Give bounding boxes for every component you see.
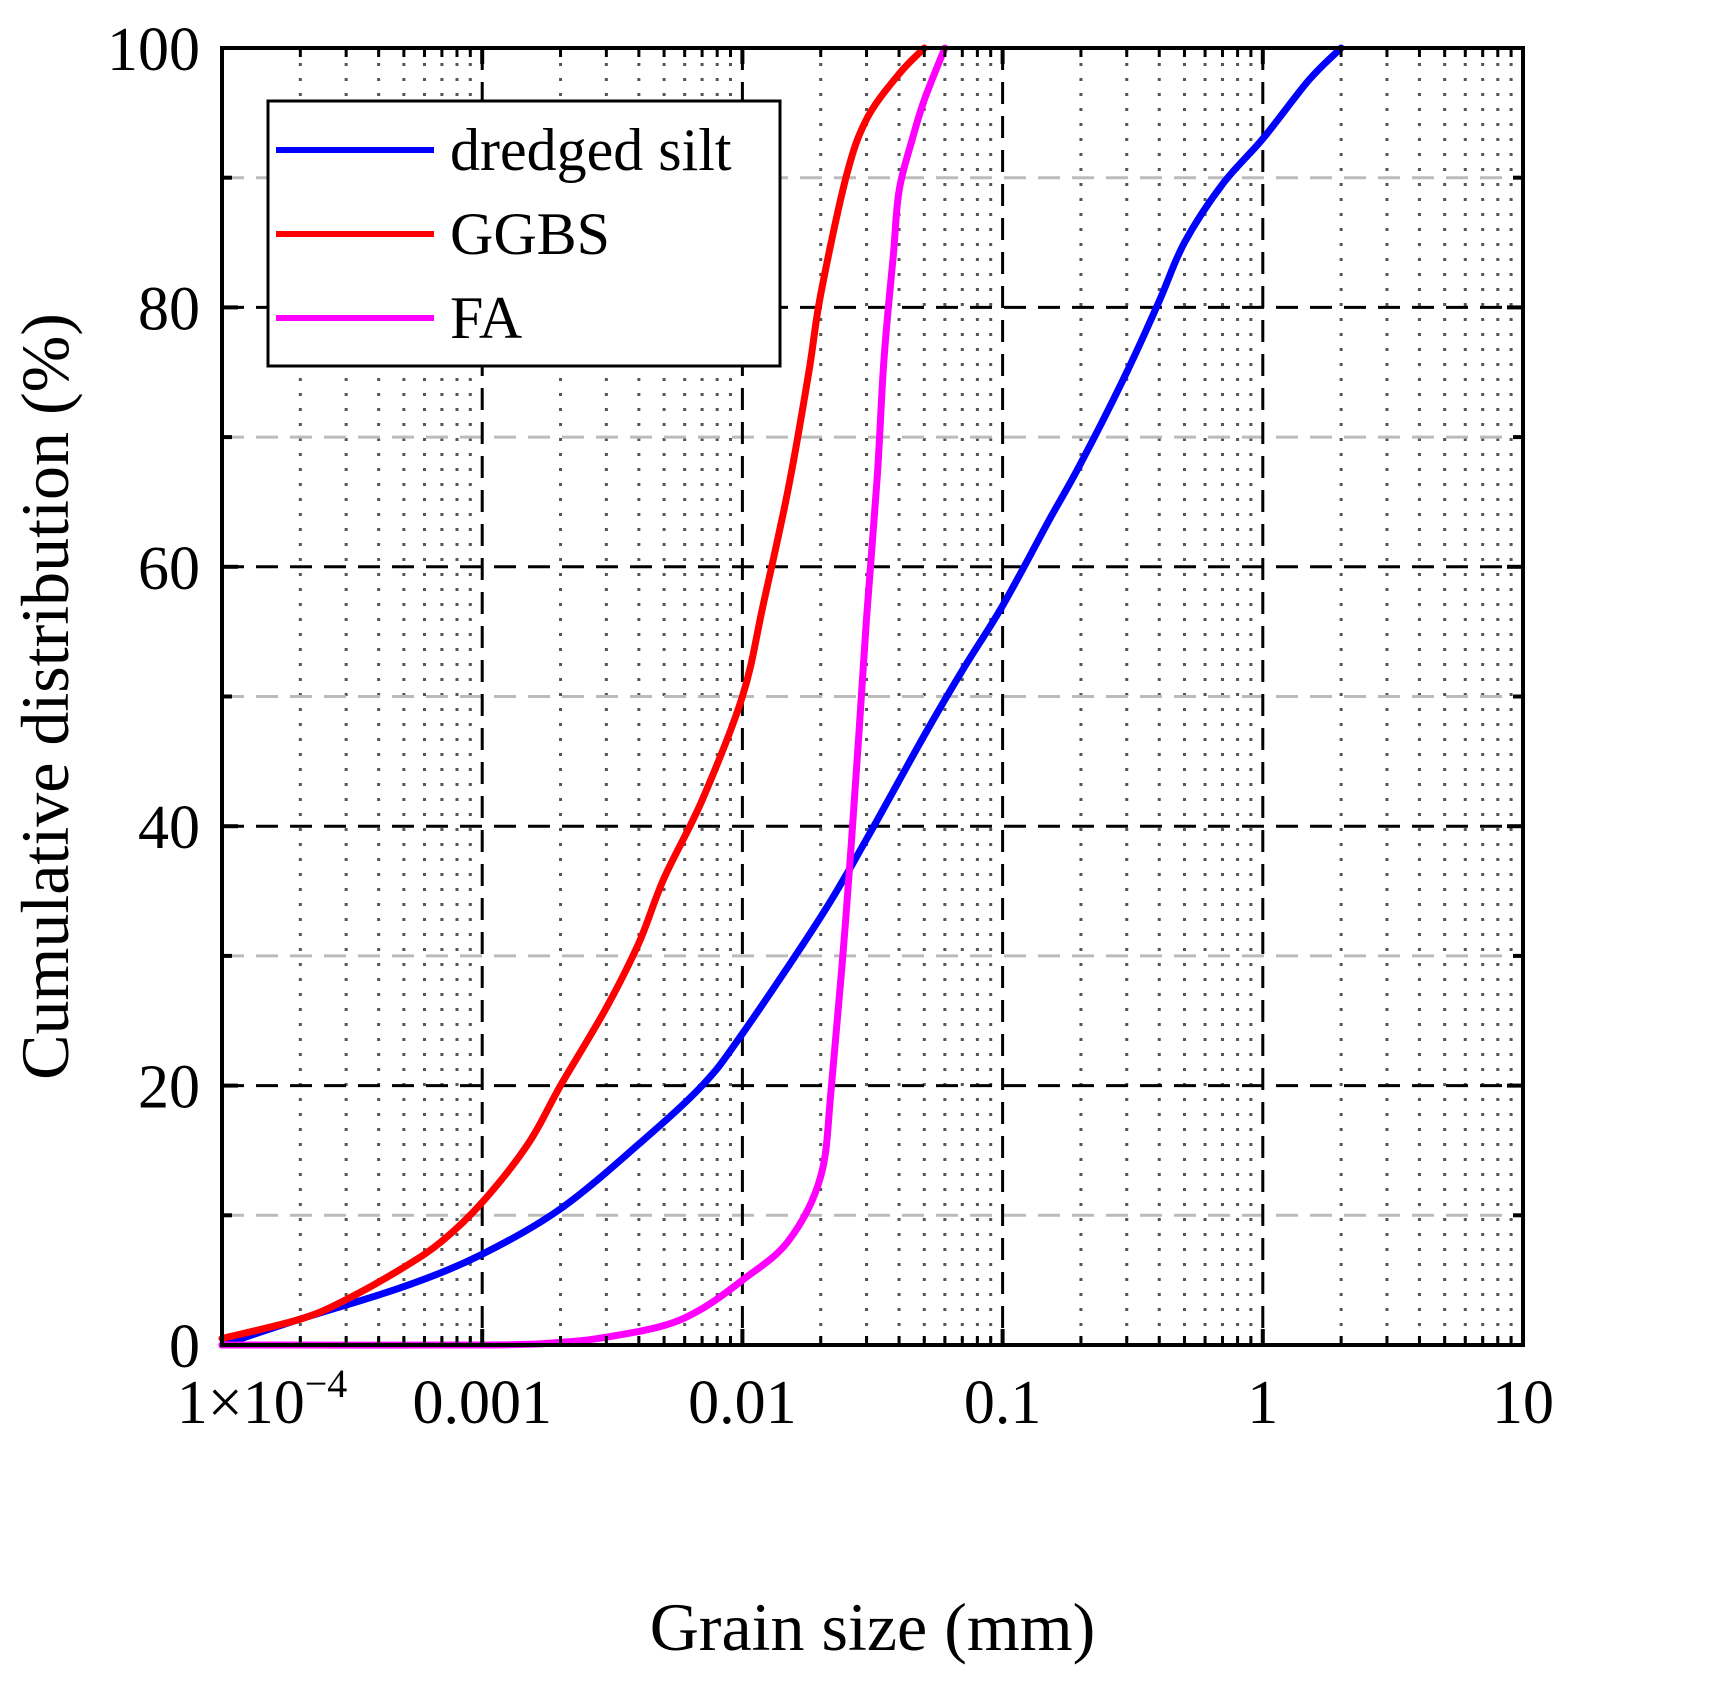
x-axis-title: Grain size (mm)	[650, 1589, 1096, 1665]
series-line-fa	[218, 44, 949, 1349]
y-tick-label: 80	[138, 275, 200, 343]
series-line-dredged-silt	[218, 44, 1345, 1349]
x-tick-label: 0.01	[688, 1369, 797, 1437]
legend-label-ggbs: GGBS	[450, 201, 610, 267]
x-tick-label: 0.1	[964, 1369, 1042, 1437]
x-tick-label: 0.001	[412, 1369, 552, 1437]
legend: dredged silt GGBS FA	[266, 99, 782, 368]
y-tick-label: 20	[138, 1054, 200, 1122]
y-tick-label: 0	[169, 1313, 200, 1381]
series-layer	[218, 44, 1345, 1349]
legend-label-fa: FA	[450, 285, 522, 351]
tick-layer	[220, 46, 1525, 1347]
y-tick-label: 60	[138, 535, 200, 603]
y-axis-title: Cumulative distribution (%)	[7, 313, 83, 1080]
y-tick-label: 100	[107, 16, 200, 84]
x-tick-label: 1×10−4	[177, 1361, 348, 1437]
y-tick-label: 40	[138, 794, 200, 862]
x-tick-label-exponent: −4	[305, 1361, 348, 1406]
series-line-ggbs	[218, 44, 928, 1342]
x-tick-label: 1	[1247, 1369, 1278, 1437]
x-tick-label: 10	[1492, 1369, 1554, 1437]
legend-label-dredged-silt: dredged silt	[450, 117, 732, 183]
